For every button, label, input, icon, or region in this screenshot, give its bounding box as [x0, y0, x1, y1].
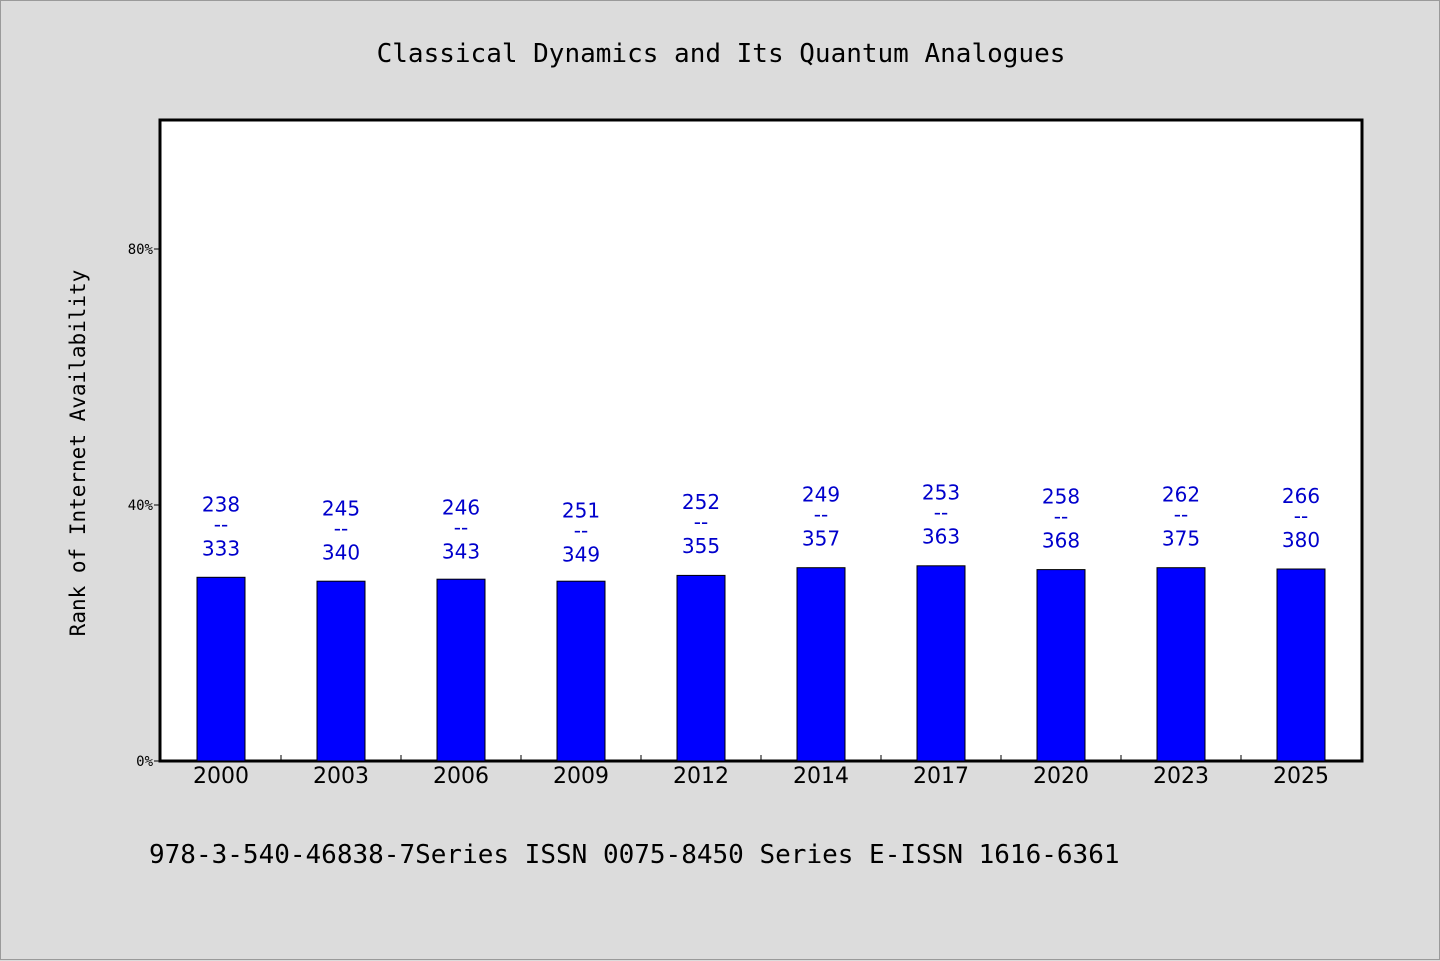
- bar-label-2003-2: 340: [322, 541, 360, 565]
- bar-2023: [1156, 567, 1206, 762]
- bar-label-2023-1: --: [1174, 503, 1188, 527]
- x-axis: 2000 2003 2006 2009 2012 2014 2017 2020 2023 2025: [193, 755, 1329, 789]
- bars: [196, 565, 1326, 762]
- bar-label-2006-0: 246: [442, 495, 480, 519]
- x-tick-label-2020: 2020: [1033, 764, 1089, 789]
- bar-label-2014-1: --: [814, 503, 828, 527]
- bar-label-2020-2: 368: [1042, 528, 1080, 552]
- y-axis: 0% 40% 80%: [128, 242, 161, 770]
- bar-label-2012-1: --: [694, 510, 708, 534]
- x-tick-label-2009: 2009: [553, 764, 609, 789]
- bar-2025: [1276, 568, 1326, 762]
- bar-label-2017-2: 363: [922, 525, 960, 549]
- x-tick-label-2000: 2000: [193, 764, 249, 789]
- bar-label-2023-2: 375: [1162, 527, 1200, 551]
- bar-2006: [436, 578, 486, 762]
- x-tick-label-2003: 2003: [313, 764, 369, 789]
- bar-label-2009-2: 349: [562, 543, 600, 567]
- bar-label-2023-0: 262: [1162, 483, 1200, 507]
- x-tick-label-2006: 2006: [433, 764, 489, 789]
- x-tick-label-2023: 2023: [1153, 764, 1209, 789]
- x-tick-label-2014: 2014: [793, 764, 849, 789]
- bar-label-2017-0: 253: [922, 481, 960, 505]
- bar-label-2006-1: --: [454, 515, 468, 539]
- x-tick-label-2012: 2012: [673, 764, 729, 789]
- bar-label-2009-0: 251: [562, 499, 600, 523]
- bar-label-2009-1: --: [574, 519, 588, 543]
- bar-2020: [1036, 569, 1086, 762]
- bar-label-2025-0: 266: [1282, 484, 1320, 508]
- bar-label-2006-2: 343: [442, 539, 480, 563]
- bar-label-2014-0: 249: [802, 483, 840, 507]
- x-tick-label-2017: 2017: [913, 764, 969, 789]
- bar-label-2000-0: 238: [202, 493, 240, 517]
- bar-label-2003-1: --: [334, 517, 348, 541]
- bar-2017: [916, 565, 966, 762]
- bar-2014: [796, 567, 846, 762]
- x-tick-label-2025: 2025: [1273, 764, 1329, 789]
- bar-label-2003-0: 245: [322, 497, 360, 521]
- bar-2012: [676, 574, 726, 762]
- bar-label-2000-1: --: [214, 513, 228, 537]
- y-tick-label-0: 0%: [136, 754, 153, 770]
- bar-label-2012-0: 252: [682, 490, 720, 514]
- bar-label-2020-0: 258: [1042, 484, 1080, 508]
- bar-label-2025-1: --: [1294, 504, 1308, 528]
- y-axis-label: Rank of Internet Availability: [66, 270, 90, 637]
- bar-2000: [196, 576, 246, 762]
- chart-title: Classical Dynamics and Its Quantum Analo…: [377, 39, 1066, 69]
- bar-2003: [316, 580, 366, 762]
- bar-label-2012-2: 355: [682, 534, 720, 558]
- bar-labels: 238--333245--340246--343251--349252--355…: [202, 481, 1320, 567]
- bar-label-2020-1: --: [1054, 504, 1068, 528]
- bar-label-2000-2: 333: [202, 537, 240, 561]
- bar-label-2017-1: --: [934, 501, 948, 525]
- y-tick-label-2: 80%: [128, 242, 154, 258]
- y-tick-label-1: 40%: [128, 498, 154, 514]
- bar-2009: [556, 580, 606, 762]
- bar-label-2014-2: 357: [802, 527, 840, 551]
- bar-label-2025-2: 380: [1282, 528, 1320, 552]
- footer-text: 978-3-540-46838-7Series ISSN 0075-8450 S…: [149, 840, 1120, 870]
